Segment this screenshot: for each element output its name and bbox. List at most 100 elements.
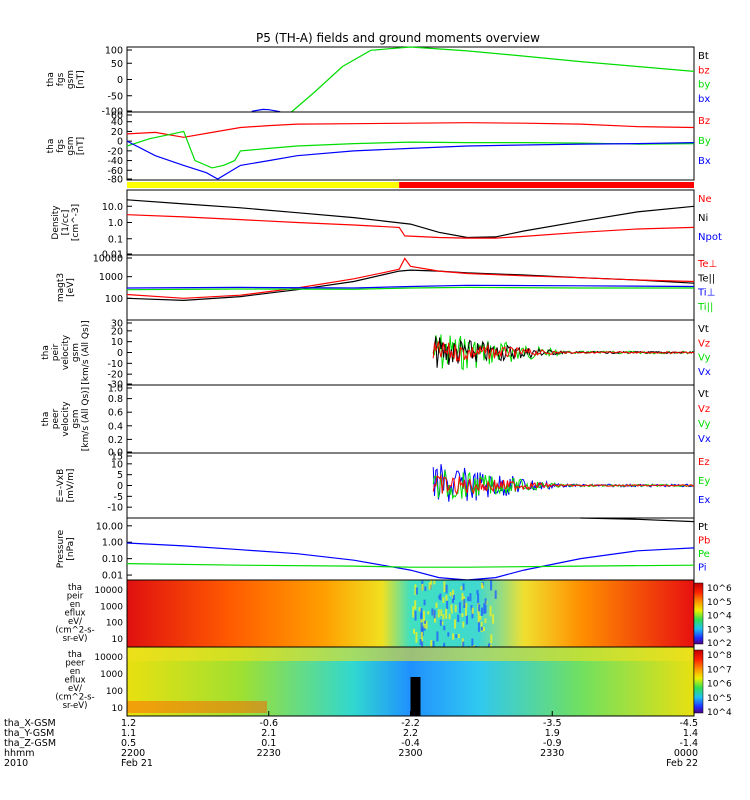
peer-spec-colorbar — [693, 649, 704, 714]
legend-entry: Npot — [698, 232, 722, 243]
y-tick-label: 0.0 — [108, 448, 123, 459]
y-tick-label: 0.4 — [108, 421, 123, 432]
x-row-value: -0.4 — [401, 738, 420, 749]
legend-entry: Ey — [698, 476, 710, 487]
y-tick-label: 10 — [112, 704, 124, 714]
y-tick-label: -10 — [107, 503, 123, 514]
y-tick-label: 60 — [111, 111, 123, 122]
peir-noise-cell — [462, 583, 465, 591]
peir-noise-cell — [471, 610, 474, 619]
peir-noise-cell — [414, 610, 417, 621]
y-tick-label: 20 — [111, 326, 123, 337]
y-tick-label: -30 — [107, 380, 123, 391]
fgs-gsm-zoom-legend: Bz By Bx — [698, 116, 711, 167]
x-row-value: 0000 — [674, 748, 698, 759]
legend-entry: Vy — [698, 353, 711, 364]
y-tick-label: 50 — [111, 59, 123, 70]
peir-spec-image — [127, 580, 694, 647]
y-tick-label: 1.0 — [108, 218, 123, 229]
peir-noise-cell — [477, 593, 480, 605]
y-tick-label: 100 — [105, 46, 123, 57]
panel-peer-velocity: 1.00.8 0.6 0.4 0.2 0.0 tha peer velocity gsm [km/… — [41, 384, 711, 459]
y-tick-label: -50 — [107, 91, 123, 102]
legend-entry: Bz — [698, 116, 710, 127]
y-tick-label: 0.01 — [102, 571, 123, 582]
chart-title: P5 (TH-A) fields and ground moments over… — [256, 31, 540, 45]
y-axis-label-line: tha — [46, 72, 56, 87]
x-row-0: tha_X-GSM 1.2 -0.6 -2.2 -3.5 -4.5 — [4, 718, 698, 729]
y-axis-label-line: velocity — [61, 401, 71, 437]
legend-entry: Vy — [698, 419, 711, 430]
peir-noise-cell — [461, 613, 464, 618]
y-tick-label: 1000 — [100, 670, 123, 680]
y-axis-label-line: tha — [68, 583, 82, 593]
colorbar-tick-label: 10^6 — [707, 680, 732, 690]
peir-noise-cell — [424, 586, 427, 592]
y-tick-label: 30 — [111, 319, 123, 330]
y-tick-label: 1000 — [100, 602, 123, 612]
peir-noise-cell — [433, 580, 436, 585]
peir-noise-cell — [488, 643, 491, 649]
y-tick-label: 10 — [111, 459, 123, 470]
peir-noise-cell — [440, 609, 443, 616]
peir-noise-cell — [494, 590, 497, 599]
y-tick-label: -60 — [107, 166, 123, 177]
series-Ti⊥ — [126, 284, 695, 289]
y-axis-label-line: peir — [51, 343, 61, 361]
series-Ni — [126, 199, 695, 239]
peir-noise-cell — [423, 620, 426, 629]
peir-noise-cell — [490, 634, 493, 644]
legend-entry: Ez — [698, 457, 710, 468]
y-axis-label-line: gsm — [71, 343, 81, 362]
x-row-label: tha_Z-GSM — [4, 738, 56, 749]
panel-fgs-gsm: 100 50 0 -50 -100 tha fgs gsm [nT] Bt bz by bx — [46, 46, 710, 118]
peir-noise-cell — [443, 625, 446, 631]
x-row-value: 2200 — [121, 748, 145, 759]
series-Pe — [126, 563, 695, 568]
y-tick-label: 100 — [106, 619, 123, 629]
peir-noise-cell — [450, 604, 453, 611]
y-axis-label-line: velocity — [61, 334, 71, 370]
series-by — [291, 46, 695, 113]
y-tick-label: 10000 — [94, 653, 123, 663]
legend-entry: Pb — [698, 536, 710, 547]
peir-noise-cell — [479, 615, 482, 620]
y-axis-label-line: tha — [68, 650, 82, 660]
fgs-gsm-zoom-frame — [126, 111, 695, 181]
y-axis-label-line: peer — [51, 408, 61, 429]
peir-noise-cell — [432, 640, 435, 648]
y-tick-label: 1.0 — [108, 384, 123, 395]
peir-noise-cell — [414, 600, 417, 610]
peir-noise-cell — [428, 582, 431, 590]
peir-noise-cell — [415, 587, 418, 595]
colorbar-tick-label: 10^4 — [707, 708, 732, 718]
panel-peer-spec: 10^8 10^7 10^6 10^5 10^4 10000 1000 100 10 thapee… — [55, 646, 732, 718]
x-row-value: 2.2 — [403, 728, 418, 739]
y-tick-label: -20 — [107, 370, 123, 381]
series-Ti|| — [126, 286, 694, 291]
legend-entry: bz — [698, 65, 710, 76]
y-axis-label-line: sr-eV) — [63, 701, 88, 711]
legend-entry: Vx — [698, 434, 711, 445]
y-axis-label-line: [1/cc] — [61, 210, 71, 236]
peer-spec-gap — [410, 677, 421, 716]
peer-velocity-legend: Vt Vz Vy Vx — [698, 389, 711, 445]
series-Te⊥ — [126, 257, 695, 299]
legend-entry: Vz — [698, 404, 710, 415]
peir-noise-cell — [484, 598, 487, 605]
peir-noise-cell — [436, 631, 439, 642]
y-axis-label-line: en — [70, 600, 81, 610]
peir-noise-cell — [465, 602, 468, 608]
legend-entry: Vt — [698, 324, 709, 335]
legend-entry: Pt — [698, 522, 708, 533]
x-row-2: tha_Z-GSM 0.5 0.1 -0.4 -0.9 -1.4 — [4, 738, 698, 749]
colorbar-tick-label: 10^3 — [707, 625, 732, 635]
peir-noise-cell — [484, 618, 487, 624]
peir-noise-cell — [433, 609, 436, 619]
legend-entry: Vx — [698, 367, 711, 378]
y-tick-label: 1.00 — [102, 538, 123, 549]
peir-noise-cell — [483, 603, 486, 614]
peir-noise-cell — [439, 619, 442, 626]
